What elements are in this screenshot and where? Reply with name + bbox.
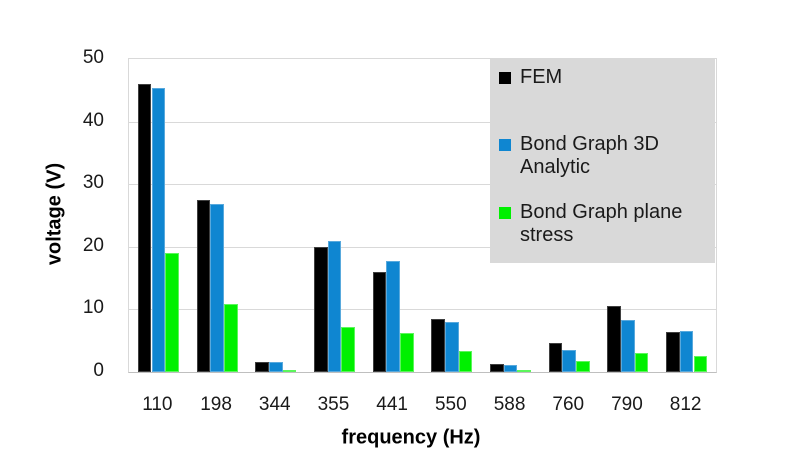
y-tick-label-50: 50 [82, 47, 104, 68]
bar-441hz-series-0 [372, 271, 387, 372]
bar-790hz-series-2 [634, 353, 649, 372]
bar-198hz-series-2 [223, 303, 238, 372]
x-tick-label-355: 355 [317, 394, 350, 415]
bar-812hz-series-1 [679, 330, 694, 372]
x-tick-label-344: 344 [258, 394, 291, 415]
bar-198hz-series-0 [196, 200, 211, 372]
bar-550hz-series-2 [458, 350, 473, 372]
y-tick-label-0: 0 [93, 360, 104, 381]
gridline-y-40 [129, 121, 716, 123]
bar-344hz-series-2 [282, 369, 297, 372]
bar-550hz-series-1 [445, 321, 459, 372]
legend-swatch-icon [499, 139, 511, 151]
legend-swatch-icon [499, 72, 511, 84]
bar-588hz-series-2 [517, 370, 532, 372]
x-tick-label-198: 198 [200, 394, 232, 415]
x-tick-label-588: 588 [493, 394, 526, 415]
bar-812hz-series-2 [693, 355, 708, 372]
bar-812hz-series-0 [666, 331, 680, 372]
bar-790hz-series-1 [621, 320, 635, 372]
x-tick-label-812: 812 [669, 394, 702, 415]
bar-198hz-series-1 [210, 203, 224, 372]
x-tick-label-550: 550 [434, 394, 467, 415]
legend-entry-1: Bond Graph 3D Analytic [499, 133, 698, 179]
legend-label: FEM [520, 66, 563, 88]
y-tick-label-10: 10 [82, 297, 104, 319]
y-tick-label-40: 40 [82, 109, 104, 131]
legend-entry-0: FEM [499, 66, 562, 89]
bar-588hz-series-0 [490, 363, 504, 372]
bar-760hz-series-1 [562, 350, 577, 372]
bar-588hz-series-1 [503, 364, 518, 372]
x-tick-label-790: 790 [611, 394, 643, 415]
bar-441hz-series-2 [400, 333, 414, 372]
x-tick-label-441: 441 [376, 394, 408, 415]
gridline-y-20 [129, 246, 716, 248]
y-tick-label-30: 30 [82, 172, 104, 194]
legend-entry-2: Bond Graph plane stress [499, 201, 698, 247]
legend: FEM Bond Graph 3D Analytic Bond Graph plan… [490, 58, 715, 263]
bar-441hz-series-1 [386, 260, 400, 372]
plot-area [128, 58, 717, 373]
legend-swatch-icon [499, 207, 511, 219]
x-tick-label-760: 760 [552, 394, 585, 415]
bar-344hz-series-1 [268, 361, 283, 372]
legend-label: Bond Graph plane stress [520, 201, 683, 246]
bar-110hz-series-0 [137, 84, 152, 372]
bar-110hz-series-2 [165, 253, 179, 372]
bar-355hz-series-1 [327, 240, 342, 372]
bar-355hz-series-0 [313, 246, 328, 372]
x-tick-label-110: 110 [142, 394, 173, 415]
bar-790hz-series-0 [607, 305, 622, 372]
bar-355hz-series-2 [341, 326, 355, 372]
bar-760hz-series-2 [576, 361, 590, 372]
y-tick-label-20: 20 [82, 234, 104, 256]
bar-110hz-series-1 [151, 88, 166, 372]
x-axis-title: frequency (Hz) [341, 426, 481, 449]
bar-344hz-series-0 [255, 361, 269, 372]
bar-550hz-series-0 [431, 318, 445, 372]
bar-760hz-series-0 [548, 342, 563, 372]
gridline-y-10 [129, 309, 716, 311]
legend-label: Bond Graph 3D Analytic [520, 133, 659, 178]
gridline-y-30 [129, 184, 716, 186]
